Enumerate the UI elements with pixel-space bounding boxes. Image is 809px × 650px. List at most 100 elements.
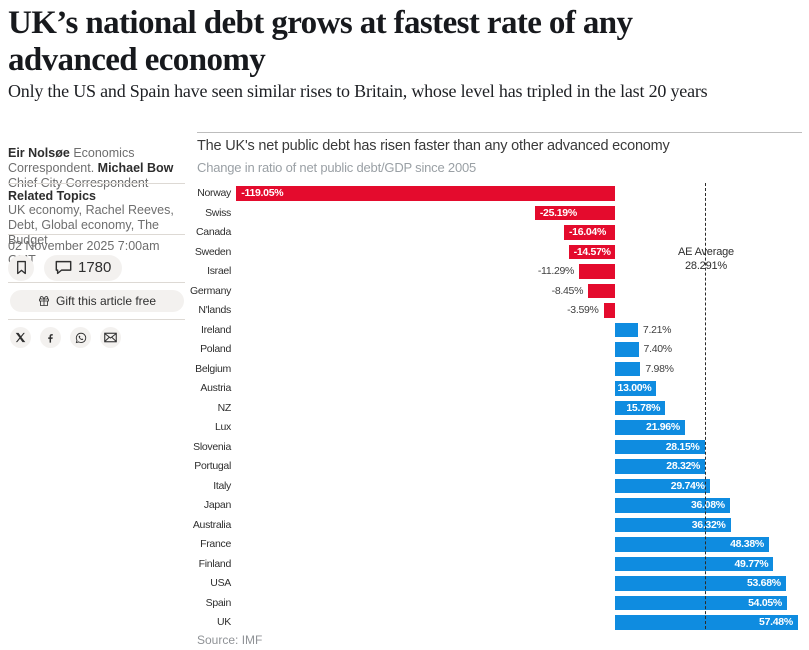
- comments-button[interactable]: 1780: [44, 254, 123, 281]
- category-label: UK: [217, 616, 231, 628]
- divider: [8, 183, 185, 184]
- bookmark-button[interactable]: [8, 254, 34, 281]
- chart-subtitle: Change in ratio of net public debt/GDP s…: [197, 160, 477, 175]
- value-label: 28.15%: [665, 440, 700, 453]
- share-whatsapp-button[interactable]: [70, 327, 91, 348]
- bar-ireland: [615, 322, 638, 337]
- related-topics-heading: Related Topics: [8, 189, 96, 203]
- value-label: -8.45%: [551, 284, 584, 297]
- share-x-button[interactable]: [10, 327, 31, 348]
- average-label-text: AE Average: [678, 246, 734, 258]
- category-label: USA: [210, 577, 231, 589]
- bar-nz: [615, 400, 666, 415]
- category-label: Israel: [207, 265, 231, 277]
- value-label: -25.19%: [539, 206, 577, 219]
- related-topics-links[interactable]: UK economy, Rachel Reeves, Debt, Global …: [8, 203, 174, 247]
- gift-button-label: Gift this article free: [55, 294, 157, 308]
- bar-poland: [615, 342, 639, 357]
- share-buttons: [10, 327, 121, 348]
- average-label-value: 28.291%: [684, 259, 728, 272]
- value-label: -11.29%: [537, 265, 575, 277]
- bar-australia: [615, 517, 731, 532]
- author-link-1[interactable]: Eir Nolsøe: [8, 145, 70, 160]
- author-link-2[interactable]: Michael Bow: [97, 160, 174, 175]
- value-label: 49.77%: [734, 557, 769, 570]
- value-label: 7.98%: [645, 362, 674, 375]
- email-icon: [104, 332, 117, 343]
- value-label: 28.32%: [666, 460, 701, 472]
- category-label: Austria: [200, 382, 231, 394]
- value-label: 7.40%: [643, 343, 673, 355]
- gift-article-button[interactable]: Gift this article free: [10, 290, 184, 312]
- divider: [8, 319, 185, 320]
- facebook-icon: [45, 332, 56, 344]
- value-label: 21.96%: [646, 421, 680, 433]
- share-facebook-button[interactable]: [40, 327, 61, 348]
- bar-canada: [563, 225, 615, 240]
- value-label: 7.21%: [642, 323, 672, 336]
- bar-norway: [236, 186, 615, 201]
- category-label: Ireland: [200, 323, 231, 336]
- bar-italy: [615, 478, 710, 493]
- category-label: Canada: [196, 226, 231, 238]
- value-label: -14.57%: [573, 245, 611, 258]
- bar-spain: [615, 595, 787, 610]
- category-label: Poland: [200, 343, 231, 355]
- bookmark-icon: [15, 260, 28, 275]
- category-label: Norway: [197, 187, 231, 199]
- bar-finland: [615, 556, 774, 571]
- value-label: 53.68%: [746, 577, 781, 589]
- byline: Eir Nolsøe Economics Correspondent. Mich…: [8, 146, 185, 191]
- divider: [8, 282, 185, 283]
- chart-title: The UK's net public debt has risen faste…: [197, 138, 670, 154]
- bar-israel: [579, 264, 615, 279]
- headline-line-2: advanced economy: [8, 42, 266, 78]
- category-label: N'lands: [198, 304, 231, 316]
- share-email-button[interactable]: [100, 327, 121, 348]
- value-label: 57.48%: [759, 616, 793, 628]
- author-role-2: Chief City Correspondent: [8, 175, 149, 190]
- value-label: -16.04%: [568, 226, 606, 238]
- category-label: Sweden: [194, 245, 231, 258]
- bar-japan: [615, 498, 730, 513]
- value-label: 29.74%: [670, 479, 705, 492]
- category-label: NZ: [217, 401, 232, 414]
- category-label: Germany: [190, 284, 232, 297]
- subheadline: Only the US and Spain have seen similar …: [8, 81, 708, 101]
- value-label: -119.05%: [241, 187, 284, 199]
- value-label: 48.38%: [730, 538, 764, 550]
- bar-france: [615, 537, 769, 552]
- average-reference-line: [705, 183, 706, 629]
- value-label: 54.05%: [748, 596, 782, 609]
- average-reference-label: AE Average 28.291%: [656, 246, 756, 273]
- value-label: 36.32%: [691, 518, 726, 531]
- author-role-1: Economics Correspondent.: [8, 145, 135, 175]
- bar-nlands: [603, 303, 615, 318]
- category-label: Lux: [214, 421, 231, 433]
- bar-lux: [615, 420, 685, 435]
- category-label: Japan: [203, 499, 231, 511]
- page-title: UK’s national debt grows at fastest rate…: [8, 5, 788, 79]
- value-label: 15.78%: [626, 401, 661, 414]
- debt-chart: The UK's net public debt has risen faste…: [190, 0, 809, 650]
- bar-uk: [615, 615, 798, 630]
- comments-count: 1780: [78, 259, 112, 276]
- bar-sweden: [568, 244, 615, 259]
- category-label: Finland: [198, 557, 232, 570]
- chart-source: Source: IMF: [197, 633, 263, 647]
- bar-austria: [615, 381, 657, 396]
- value-label: -3.59%: [567, 304, 599, 316]
- category-label: France: [200, 538, 231, 550]
- bar-slovenia: [615, 439, 705, 454]
- category-label: Italy: [213, 479, 231, 492]
- chart-top-rule: [197, 132, 802, 133]
- headline-line-1: UK’s national debt grows at fastest rate…: [8, 5, 633, 41]
- article-actions: 1780: [8, 254, 123, 281]
- value-label: 36.08%: [690, 499, 725, 511]
- value-label: 13.00%: [617, 382, 652, 394]
- category-label: Swiss: [205, 206, 231, 219]
- bar-usa: [615, 576, 786, 591]
- category-label: Slovenia: [193, 440, 231, 453]
- category-label: Belgium: [195, 362, 231, 375]
